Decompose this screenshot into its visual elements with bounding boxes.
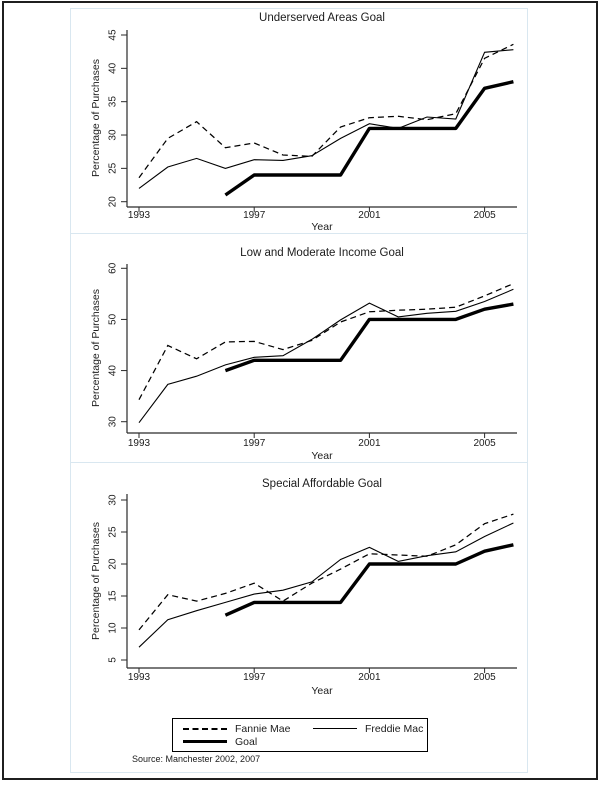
freddie-mac-line-panel-1	[138, 49, 514, 189]
goal-line-panel-2	[224, 302, 514, 373]
panel-3-x-tick-label: 1993	[128, 672, 151, 683]
panel-3-title: Special Affordable Goal	[262, 478, 382, 490]
panel-2-y-tick-label: 60	[108, 262, 119, 274]
panel-3-x-tick-label: 2001	[358, 672, 381, 683]
fannie-mae-line-panel-2	[138, 283, 514, 400]
panel-1-x-tick-label: 2001	[358, 210, 381, 221]
panel-3-x-tick-label: 1997	[243, 672, 266, 683]
fannie-mae-line-sample	[183, 727, 227, 730]
legend-label-freddie-mac: Freddie Mac	[365, 722, 424, 735]
panel-3-y-axis-label: Percentage of Purchases	[90, 522, 102, 640]
goal-line-sample	[183, 740, 227, 743]
goal-line-panel-1	[224, 80, 514, 197]
panel-3-y-tick-label: 10	[108, 622, 119, 634]
panel-2-y-axis-label: Percentage of Purchases	[90, 289, 102, 407]
source-note: Source: Manchester 2002, 2007	[132, 754, 261, 764]
panel-3-y-tick-label: 15	[108, 590, 119, 602]
panel-2-title: Low and Moderate Income Goal	[240, 247, 404, 259]
panel-1-y-axis-label: Percentage of Purchases	[90, 59, 102, 177]
panel-3-y-tick-label: 30	[108, 494, 119, 506]
panel-1-x-axis-label: Year	[311, 221, 333, 233]
panel-1-y-tick-label: 20	[108, 196, 119, 208]
panel-2-y-tick-label: 40	[108, 365, 119, 377]
legend: Fannie Mae Freddie Mac Goal	[172, 718, 428, 752]
figure-box-special-affordable	[70, 462, 528, 773]
panel-3-y-tick-label: 20	[108, 558, 119, 570]
fannie-mae-line-panel-3	[138, 513, 514, 631]
panel-2-y-tick-label: 30	[108, 416, 119, 428]
freddie-mac-line-sample	[313, 728, 357, 729]
panel-3-y-tick-label: 25	[108, 526, 119, 538]
panel-2-x-tick-label: 2001	[358, 438, 381, 449]
panel-2-y-tick-label: 50	[108, 313, 119, 325]
figure-box-low-moderate	[70, 233, 528, 463]
panel-1-y-tick-label: 30	[108, 129, 119, 141]
panel-1-x-tick-label: 1993	[128, 210, 151, 221]
panel-3-x-tick-label: 2005	[473, 672, 496, 683]
legend-label-fannie-mae: Fannie Mae	[235, 722, 291, 735]
panel-2-x-tick-label: 1997	[243, 438, 266, 449]
panel-1-y-tick-label: 40	[108, 62, 119, 74]
goal-line-panel-3	[224, 543, 514, 617]
fannie-mae-line-panel-1	[138, 43, 514, 179]
freddie-mac-line-panel-3	[138, 522, 514, 648]
panel-1-x-tick-label: 1997	[243, 210, 266, 221]
panel-2-x-tick-label: 2005	[473, 438, 496, 449]
panel-3-y-tick-label: 5	[108, 657, 119, 663]
panel-2-x-axis-label: Year	[311, 450, 333, 462]
panel-2-x-tick-label: 1993	[128, 438, 151, 449]
panel-1-y-tick-label: 35	[108, 96, 119, 108]
panel-1-title: Underserved Areas Goal	[259, 12, 385, 24]
panel-1-x-tick-label: 2005	[473, 210, 496, 221]
panel-1-y-tick-label: 45	[108, 29, 119, 41]
panel-1-y-tick-label: 25	[108, 162, 119, 174]
legend-label-goal: Goal	[235, 735, 258, 748]
panel-3-x-axis-label: Year	[311, 685, 333, 697]
freddie-mac-line-panel-2	[138, 288, 514, 424]
